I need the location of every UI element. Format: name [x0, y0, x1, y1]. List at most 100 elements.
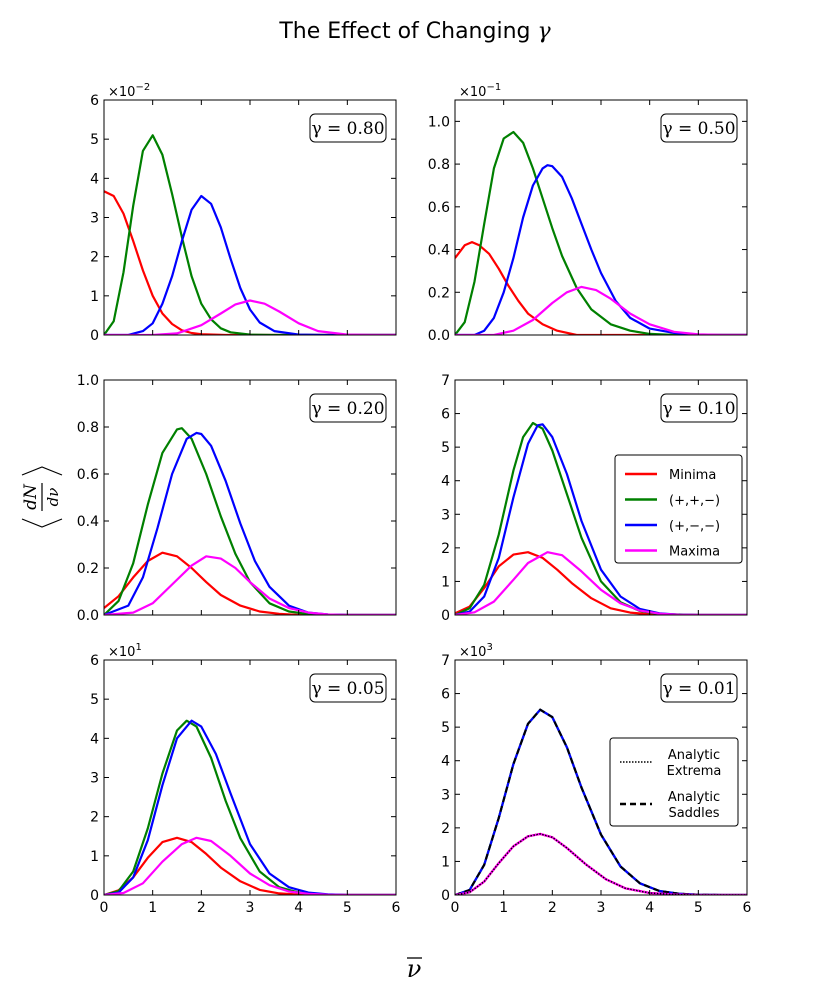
subplot-4: 0 1 2 3 4 5 6 7 γ = 0.10 Minima (+,+,−) (+,−,−) Maxi…: [441, 373, 748, 624]
y-tick-label: 7: [441, 373, 450, 389]
y-tick-label: 3: [90, 771, 99, 787]
curves-group: [104, 134, 396, 335]
x-label-text: ν: [407, 955, 422, 983]
y-tick-label: 0: [441, 888, 450, 904]
gamma-label-box: [309, 673, 387, 703]
gamma-label: γ = 0.01: [662, 679, 735, 699]
y-tick-label: 5: [90, 132, 99, 148]
y-tick-label: 6: [90, 93, 99, 109]
figure-title: The Effect of Changing γ: [278, 19, 551, 44]
y-tick-label: 3: [441, 787, 450, 803]
y-tick-label: 4: [90, 171, 99, 187]
axis-multiplier: ×103: [459, 642, 493, 660]
y-tick-label: 0: [90, 328, 99, 344]
x-tick-label: 6: [743, 900, 752, 916]
series-line-maxima: [455, 832, 747, 895]
y-tick-label: 1: [90, 289, 99, 305]
analytic-legend-label: Analytic Saddles: [668, 790, 720, 821]
series-line-minima: [455, 241, 747, 335]
subplot-5: 0 1 2 3 4 5 6 0 1 2 3 4 5 6 ×101 γ = 0.05: [90, 642, 400, 916]
y-tick-label: 5: [90, 692, 99, 708]
series-line-: [455, 130, 747, 335]
gamma-label: γ = 0.05: [311, 679, 384, 699]
gamma-label: γ = 0.80: [311, 119, 384, 139]
axis-multiplier: ×10−1: [459, 82, 501, 100]
curves-group: [104, 719, 396, 895]
axis-multiplier: ×101: [108, 642, 142, 660]
series-line-: [104, 194, 396, 335]
legend-entry-label: Maxima: [669, 545, 720, 560]
series-line-: [104, 431, 396, 615]
y-tick-label: 1: [441, 574, 450, 590]
series-line-maxima: [104, 555, 396, 615]
curves-group: [104, 427, 396, 615]
series-line-maxima: [455, 285, 747, 335]
y-tick-label: 6: [441, 687, 450, 703]
series-line-maxima: [104, 836, 396, 895]
y-tick-label: 4: [441, 754, 450, 770]
series-line-minima: [104, 190, 396, 335]
y-tick-label: 2: [90, 250, 99, 266]
y-tick-label: 0: [90, 888, 99, 904]
x-tick-label: 1: [148, 900, 157, 916]
x-tick-label: 4: [645, 900, 654, 916]
y-tick-label: 6: [441, 407, 450, 423]
x-tick-label: 0: [451, 900, 460, 916]
y-tick-label: 7: [441, 653, 450, 669]
analytic-overlay-2: [455, 708, 747, 895]
legend-entry-label: (+,+,−): [669, 494, 720, 509]
y-label-left-bracket: [21, 518, 63, 528]
y-axis-label: dN dν: [21, 466, 63, 528]
y-tick-label: 3: [90, 211, 99, 227]
y-tick-label: 0.4: [428, 243, 450, 259]
y-tick-label: 5: [441, 440, 450, 456]
legend-entry-label: (+,−,−): [669, 519, 720, 534]
x-tick-label: 5: [343, 900, 352, 916]
y-tick-label: 0: [441, 608, 450, 624]
x-tick-label: 3: [597, 900, 606, 916]
x-tick-label: 0: [100, 900, 109, 916]
y-label-denominator: dν: [44, 488, 62, 507]
y-tick-label: 4: [441, 474, 450, 490]
y-tick-label: 0.8: [77, 420, 99, 436]
gamma-label-box: [660, 673, 738, 703]
x-tick-label: 4: [294, 900, 303, 916]
y-tick-label: 0.0: [77, 608, 99, 624]
y-label-numerator: dN: [21, 483, 41, 510]
y-tick-label: 0.2: [77, 561, 99, 577]
series-line-: [104, 719, 396, 895]
y-tick-label: 6: [90, 653, 99, 669]
subplot-6: 0 1 2 3 4 5 6 0 1 2 3 4 5 6 7 ×103 γ = 0.01 Analytic Extre…: [441, 642, 751, 916]
axis-multiplier: ×10−2: [108, 82, 150, 100]
curves-group: [455, 708, 747, 895]
y-tick-label: 2: [90, 810, 99, 826]
curves-group: [455, 130, 747, 335]
y-tick-label: 0.8: [428, 157, 450, 173]
gamma-label-box: [309, 393, 387, 423]
y-tick-label: 0.4: [77, 514, 99, 530]
gamma-label: γ = 0.50: [662, 119, 735, 139]
legend-box: [614, 454, 743, 564]
x-tick-label: 6: [392, 900, 401, 916]
series-line-: [455, 164, 747, 335]
y-tick-label: 0.2: [428, 285, 450, 301]
y-tick-label: 1.0: [77, 373, 99, 389]
x-tick-label: 1: [499, 900, 508, 916]
y-tick-label: 1.0: [428, 114, 450, 130]
x-tick-label: 3: [246, 900, 255, 916]
analytic-legend-label: Analytic Extrema: [667, 748, 722, 779]
series-line-: [104, 134, 396, 335]
y-tick-label: 0.6: [77, 467, 99, 483]
y-tick-label: 2: [441, 821, 450, 837]
legend-entry-label: Minima: [669, 468, 716, 483]
gamma-label-box: [309, 113, 387, 143]
y-tick-label: 1: [441, 854, 450, 870]
y-tick-label: 3: [441, 507, 450, 523]
curves-group: [455, 421, 747, 615]
y-label-right-bracket: [21, 466, 63, 476]
x-tick-label: 2: [197, 900, 206, 916]
gamma-label: γ = 0.20: [311, 399, 384, 419]
subplot-3: 0.0 0.2 0.4 0.6 0.8 1.0 γ = 0.20: [77, 373, 397, 624]
y-tick-label: 1: [90, 849, 99, 865]
subplot-1: 0 1 2 3 4 5 6 ×10−2 γ = 0.80: [90, 82, 397, 344]
